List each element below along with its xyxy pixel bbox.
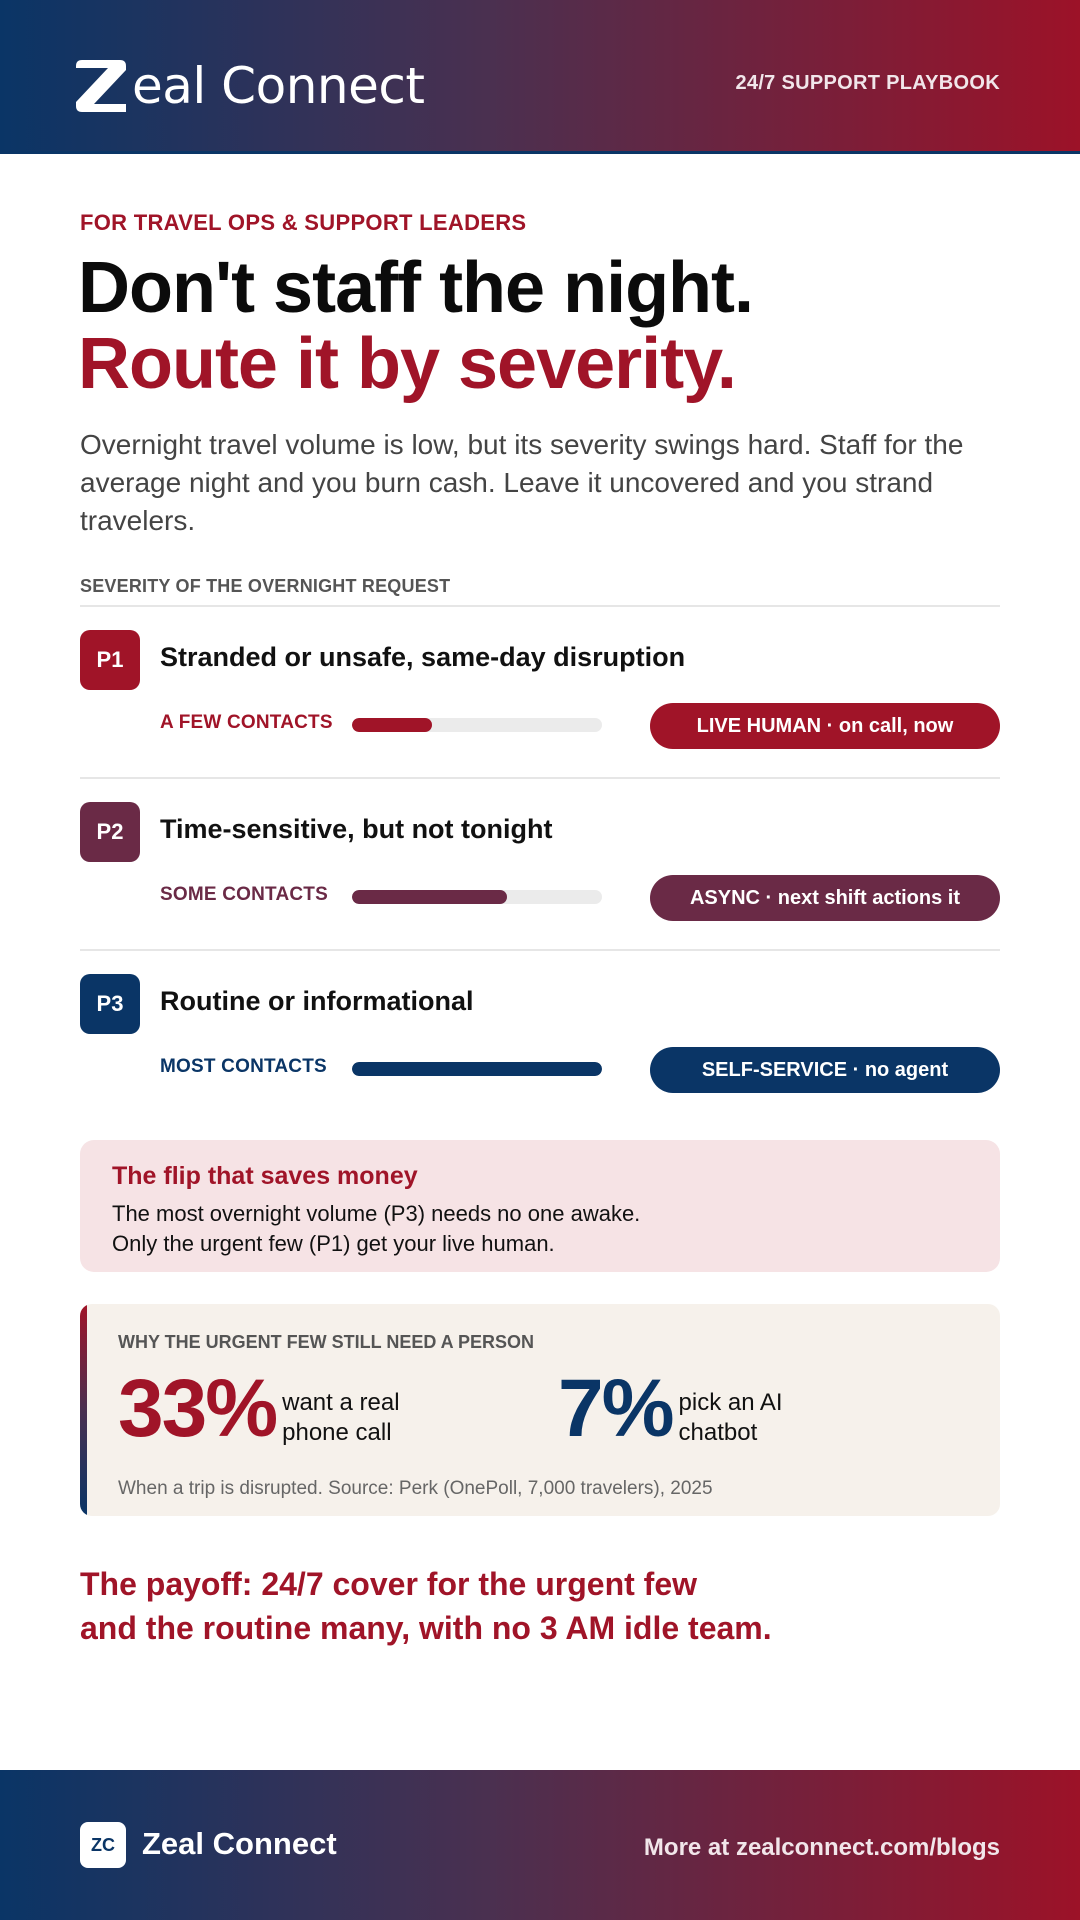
severity-row-p1: P1 Stranded or unsafe, same-day disrupti… <box>80 608 1000 758</box>
accent-bar <box>80 1304 87 1516</box>
action-pill: LIVE HUMAN · on call, now <box>650 703 1000 749</box>
divider <box>80 777 1000 779</box>
stat-phone-call: 33% want a real phone call <box>118 1368 432 1450</box>
headline: Don't staff the night. Route it by sever… <box>78 250 1018 402</box>
stats-panel: WHY THE URGENT FEW STILL NEED A PERSON 3… <box>80 1304 1000 1516</box>
severity-row-p3: P3 Routine or informational MOST CONTACT… <box>80 952 1000 1102</box>
volume-bar <box>352 718 602 732</box>
flip-line-1: The most overnight volume (P3) needs no … <box>112 1201 641 1226</box>
volume-label: A FEW CONTACTS <box>160 712 333 733</box>
header-banner: eal Connect 24/7 SUPPORT PLAYBOOK <box>0 0 1080 154</box>
divider <box>80 949 1000 951</box>
stat-value: 7% <box>558 1363 675 1454</box>
stat-text: pick an AI chatbot <box>678 1389 783 1446</box>
severity-badge: P1 <box>80 630 140 690</box>
payoff-line-2: and the routine many, with no 3 AM idle … <box>80 1610 772 1646</box>
stat-value: 33% <box>118 1363 278 1454</box>
headline-line-2: Route it by severity. <box>78 324 737 404</box>
stats-label: WHY THE URGENT FEW STILL NEED A PERSON <box>118 1332 535 1352</box>
brand-name: eal Connect <box>132 57 425 115</box>
flip-line-2: Only the urgent few (P1) get your live h… <box>112 1231 555 1256</box>
volume-bar-fill <box>352 890 507 904</box>
flip-callout: The flip that saves money The most overn… <box>80 1140 1000 1272</box>
payoff-statement: The payoff: 24/7 cover for the urgent fe… <box>80 1562 980 1650</box>
flip-title: The flip that saves money <box>112 1162 418 1190</box>
action-pill: SELF-SERVICE · no agent <box>650 1047 1000 1093</box>
stats-source: When a trip is disrupted. Source: Perk (… <box>118 1478 713 1499</box>
volume-bar-fill <box>352 718 432 732</box>
severity-title: Routine or informational <box>160 986 474 1016</box>
payoff-line-1: The payoff: 24/7 cover for the urgent fe… <box>80 1566 697 1602</box>
volume-label: SOME CONTACTS <box>160 884 328 905</box>
severity-badge: P3 <box>80 974 140 1034</box>
divider <box>80 605 1000 607</box>
zeal-z-icon <box>76 60 126 112</box>
severity-title: Time-sensitive, but not tonight <box>160 814 553 844</box>
volume-label: MOST CONTACTS <box>160 1056 327 1077</box>
stat-ai-chatbot: 7% pick an AI chatbot <box>558 1368 829 1450</box>
footer-brand: Zeal Connect <box>142 1826 337 1861</box>
header-tag: 24/7 SUPPORT PLAYBOOK <box>735 72 1000 94</box>
volume-bar <box>352 1062 602 1076</box>
action-pill: ASYNC · next shift actions it <box>650 875 1000 921</box>
lede-paragraph: Overnight travel volume is low, but its … <box>80 429 964 536</box>
severity-title: Stranded or unsafe, same-day disruption <box>160 642 686 672</box>
severity-section-label: SEVERITY OF THE OVERNIGHT REQUEST <box>80 576 451 596</box>
volume-bar <box>352 890 602 904</box>
footer-blog-link[interactable]: More at zealconnect.com/blogs <box>643 1834 1000 1861</box>
footer-banner: ZC Zeal Connect More at zealconnect.com/… <box>0 1770 1080 1920</box>
eyebrow-label: FOR TRAVEL OPS & SUPPORT LEADERS <box>80 210 527 235</box>
headline-line-1: Don't staff the night. <box>78 248 754 328</box>
severity-row-p2: P2 Time-sensitive, but not tonight SOME … <box>80 780 1000 930</box>
brand-logo[interactable]: eal Connect <box>76 57 425 115</box>
stat-text: want a real phone call <box>282 1389 400 1446</box>
severity-badge: P2 <box>80 802 140 862</box>
volume-bar-fill <box>352 1062 602 1076</box>
footer-logo-icon: ZC <box>80 1822 126 1868</box>
